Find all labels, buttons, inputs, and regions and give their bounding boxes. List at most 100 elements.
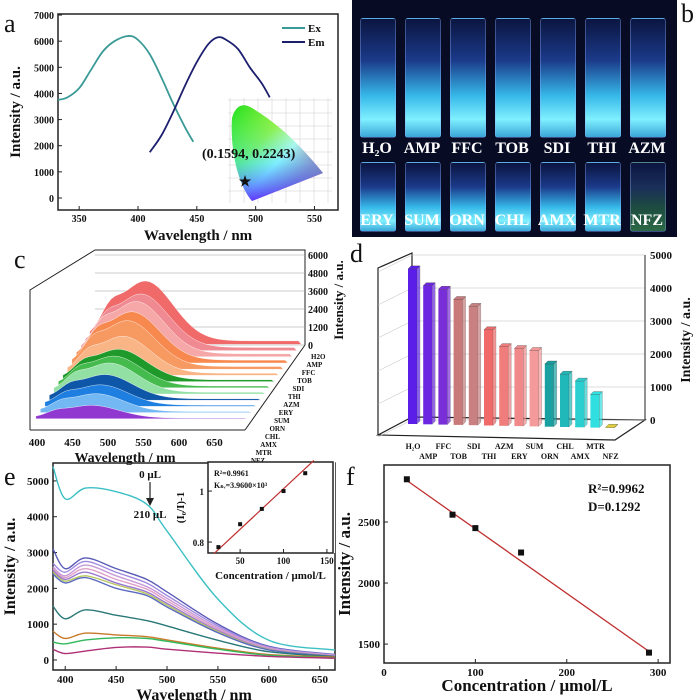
data-point [403,476,410,483]
vial-label: TOB [495,140,529,157]
bar-ORN [544,364,554,427]
annotation-start: 0 μL [139,469,161,481]
vial [360,162,396,232]
panel-label-d: d [350,239,363,268]
legend-label: Ex [308,23,321,35]
spectrum-area-MTR [35,405,248,419]
x-tick-label: FFC [436,442,452,451]
y-tick-label: 3000 [650,316,673,328]
series-label: MTR [256,449,273,457]
bar-top [407,265,421,270]
bar-side [523,345,527,427]
bar-SUM [529,350,539,427]
series-label: ERY [279,409,294,417]
series-label: CHL [265,433,281,441]
data-point [645,649,652,656]
bar-top [544,360,558,365]
vial [405,162,441,232]
x-tick-label: AZM [495,442,514,451]
x-tick-label: 550 [307,214,322,225]
y-axis-label: Intensity / a.u. [679,297,694,383]
vial [630,18,666,138]
ksv-label: Kₛᵥ=3.9600×10³ [214,481,268,490]
series-line-Em [149,36,271,153]
data-point [472,525,479,532]
y-tick-label: 2000 [650,349,673,361]
legend-label: Em [308,37,325,49]
vial-label: AMP [403,140,441,157]
bar-side [492,326,497,426]
bar-top [605,424,618,428]
depth-axis [244,344,306,431]
side-gridline [377,254,413,273]
spectrum-line [52,630,336,658]
x-tick-label: THI [482,452,497,461]
vial-label: CHL [494,212,530,229]
y-tick-label: 5000 [650,250,673,262]
d-value-label: D=0.1292 [588,499,641,514]
x-tick-label: 350 [72,214,87,225]
panel-b-vial-photo: H₂O AMP FFC TOB SDI THI AZM ERY SUM ORN CHL AMX MTR N… [352,0,677,237]
x-tick-label: MTR [586,442,605,451]
side-gridline [377,386,413,405]
vial [585,18,621,138]
x-tick-label: 500 [159,674,176,686]
data-point [303,471,308,476]
x-tick-label: AMX [571,452,590,461]
side-gridline [377,320,413,339]
y-tick-label: 4000 [650,283,673,295]
y-tick-label: 1500 [358,639,381,651]
bar-top [498,343,512,347]
series-label: SUM [274,417,290,425]
series-line-Ex [57,35,195,143]
bar-side [538,347,542,427]
y-tick-label: 2000 [27,583,50,595]
x-tick-label: 400 [131,214,146,225]
x-axis-label: Concentration / μmol/L [441,676,612,695]
bar-AZM [499,346,509,426]
bar-THI [484,329,493,426]
x-tick-label: 650 [206,437,223,449]
spectrum-line [52,567,336,657]
bar-FFC [438,289,448,425]
panel-label-c: c [14,245,26,274]
y-tick-label: 0 [44,655,50,667]
x-tick-label: CHL [556,442,573,451]
series-label: ORN [269,425,285,433]
bar-TOB [453,299,463,425]
y-tick-label: 4000 [27,512,50,524]
x-tick-label: 50 [236,556,246,566]
vial [585,162,621,232]
x-tick-label: SUM [526,442,544,451]
vial [360,18,396,138]
x-tick-label: 100 [467,667,484,679]
bar-side [477,303,481,426]
waterfall-frame [29,249,306,430]
vial-label: THI [587,140,617,157]
vial-label: AZM [628,140,666,157]
bar-top [590,391,603,395]
y-tick-label: 7000 [34,11,54,22]
star-marker-icon: ★ [239,174,252,190]
z-tick-label: 1200 [308,323,328,334]
spectrum-line [52,636,336,659]
x-tick-label: 550 [135,437,152,449]
plot-frame-a [57,13,339,211]
x-tick-label: 650 [311,674,328,686]
data-point [449,511,456,518]
x-tick-label: 200 [558,667,575,679]
y-tick-label: 1000 [27,619,50,631]
r-squared-label: R²=0.9961 [214,469,249,478]
x-tick-label: ORN [541,452,559,461]
x-tick-label: ERY [511,452,528,461]
data-point [259,506,264,511]
vial-label: SUM [404,212,440,229]
y-tick-label: 2000 [34,142,54,153]
vial-label: FFC [451,140,483,157]
bar-AMP [423,285,433,425]
vial-label: ORN [449,212,485,229]
spectrum-line [52,646,336,659]
x-tick-label: H₂O [406,442,421,451]
z-tick-label: 0 [308,341,313,352]
